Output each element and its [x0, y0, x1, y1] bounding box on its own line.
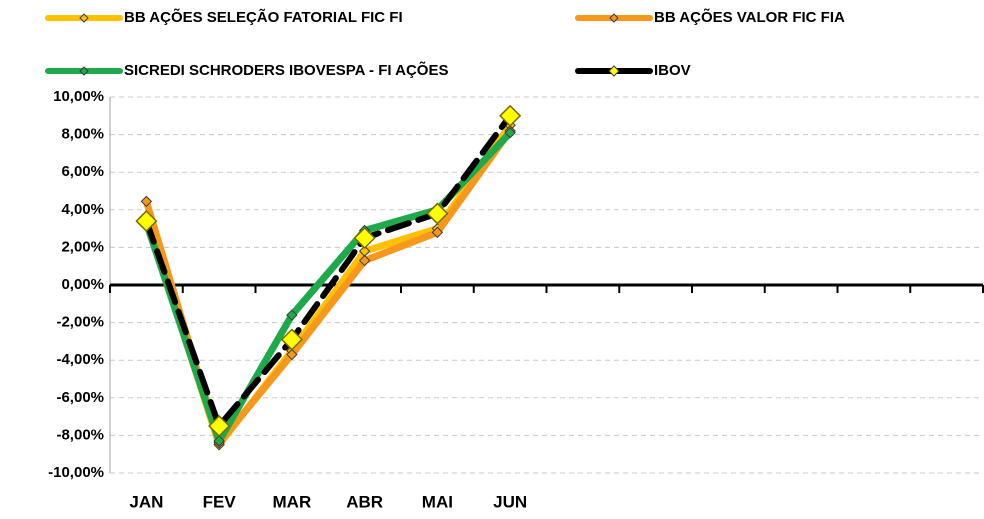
- legend-marker: [608, 65, 620, 77]
- legend-marker: [609, 13, 619, 23]
- data-point: [280, 328, 303, 351]
- data-point: [426, 202, 449, 225]
- data-point: [353, 226, 376, 250]
- series-line: [143, 112, 514, 429]
- x-tick-label: ABR: [346, 492, 383, 511]
- y-tick-label: -10,00%: [48, 464, 104, 481]
- legend-label: SICREDI SCHRODERS IBOVESPA - FI AÇÕES: [124, 61, 449, 79]
- data-point: [358, 254, 371, 267]
- data-point: [208, 414, 231, 438]
- y-tick-label: 4,00%: [61, 201, 104, 218]
- x-tick-label: FEV: [203, 492, 237, 511]
- x-tick-label: MAI: [422, 492, 453, 511]
- data-point: [504, 127, 516, 139]
- y-tick-label: 2,00%: [61, 238, 104, 255]
- y-tick-label: -4,00%: [56, 351, 104, 368]
- legend-label: BB AÇÕES VALOR FIC FIA: [654, 8, 845, 26]
- data-point: [499, 104, 522, 127]
- data-point: [135, 210, 158, 233]
- legend-marker: [79, 13, 89, 23]
- x-tick-label: JUN: [493, 492, 527, 511]
- y-tick-label: -2,00%: [56, 314, 104, 331]
- y-tick-label: 10,00%: [53, 88, 104, 105]
- legend-label: IBOV: [654, 62, 691, 79]
- data-point: [431, 226, 444, 239]
- y-tick-label: -6,00%: [56, 389, 104, 406]
- y-tick-label: 0,00%: [61, 276, 104, 293]
- x-tick-label: MAR: [273, 492, 312, 511]
- data-point: [140, 195, 153, 208]
- data-point: [213, 435, 225, 447]
- data-point: [286, 309, 298, 321]
- x-tick-label: JAN: [129, 492, 163, 511]
- y-tick-label: -8,00%: [56, 426, 104, 443]
- y-tick-label: 6,00%: [61, 163, 104, 180]
- data-point: [286, 348, 298, 361]
- legend-label: BB AÇÕES SELEÇÃO FATORIAL FIC FI: [124, 8, 403, 26]
- legend-marker: [79, 66, 89, 76]
- y-tick-label: 8,00%: [61, 126, 104, 143]
